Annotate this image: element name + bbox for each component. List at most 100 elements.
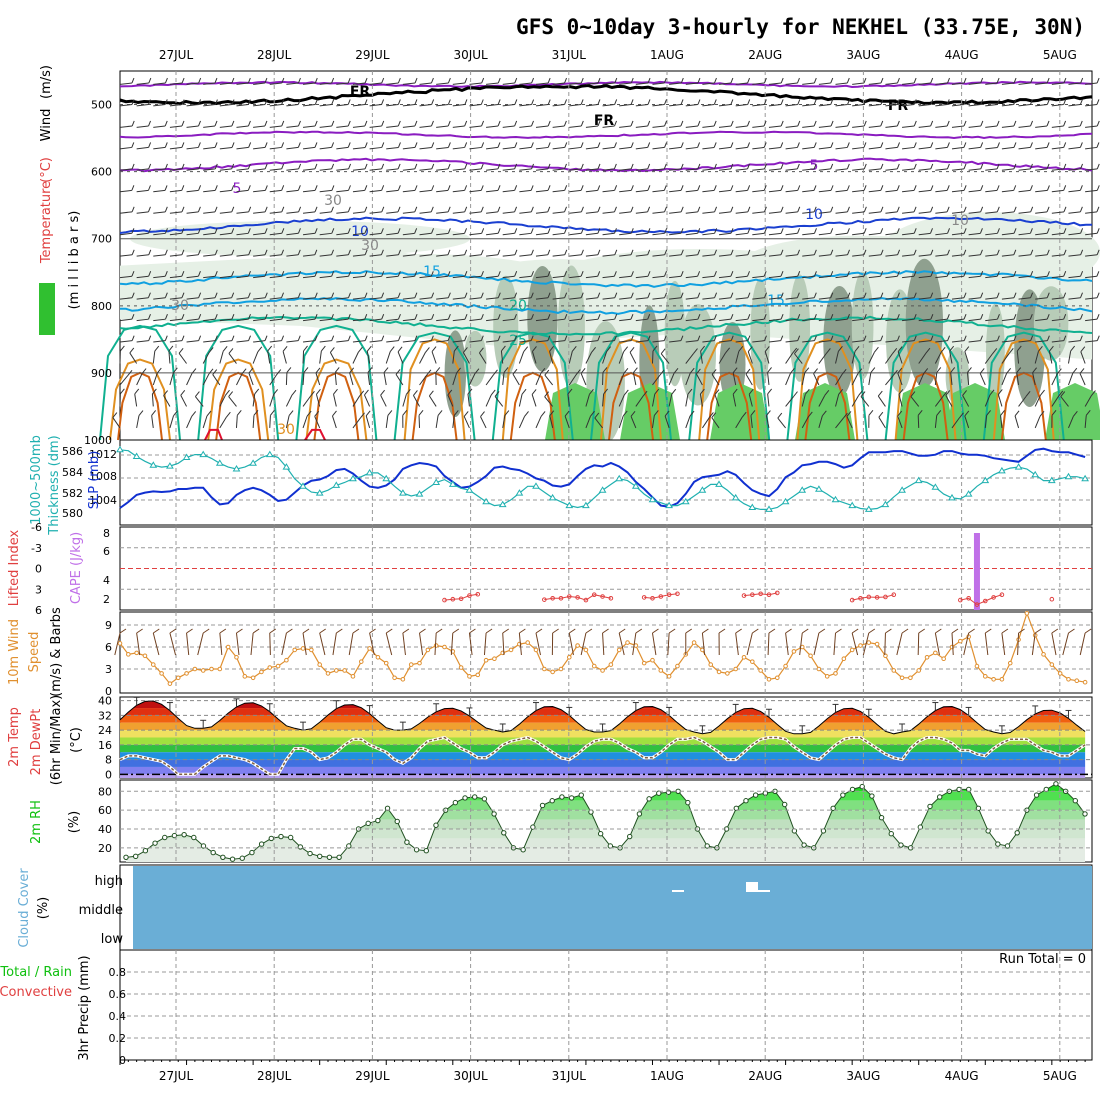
date-label-bottom: 28JUL (257, 1069, 292, 1083)
isotherm-30 (501, 338, 564, 441)
wind-barb-flag (1046, 249, 1050, 255)
wind-barb (664, 415, 670, 429)
wind-speed-marker (658, 668, 664, 673)
wind-speed-marker (725, 671, 730, 676)
wind-barb-flag (383, 367, 389, 373)
ylabel-rh-unit: (%) (67, 811, 82, 834)
wind-barb (569, 82, 582, 85)
wind-barb (868, 254, 882, 257)
surface-wind-barb (136, 632, 141, 656)
wind-barb (136, 297, 149, 300)
wind-barb (569, 318, 582, 322)
wind-barb (302, 189, 316, 193)
wind-barb (711, 417, 720, 429)
wind-barb-flag (547, 99, 551, 105)
wind-barb (868, 104, 882, 107)
wind-barb-flag (1013, 163, 1017, 170)
precip-tick-label: 0.8 (109, 966, 127, 979)
surface-wind-barb-flag (752, 628, 759, 634)
wind-barb (452, 146, 465, 150)
wind-barb (402, 125, 415, 128)
wind-barb (1067, 351, 1072, 364)
wind-barb-flag (725, 347, 731, 354)
wind-barb (1035, 340, 1048, 343)
wind-barb-flag (614, 313, 618, 320)
wind-barb (486, 275, 499, 279)
wind-barb (436, 125, 449, 128)
wind-barb (452, 125, 465, 128)
lifted-index-line (743, 592, 778, 597)
wind-barb-flag (763, 271, 767, 277)
wind-barb-flag (766, 410, 771, 416)
wind-barb (153, 168, 166, 171)
wind-barb (402, 103, 416, 107)
wind-barb (752, 340, 765, 343)
wind-barb-flag (896, 228, 900, 234)
wind-barb-flag (395, 369, 401, 375)
wind-barb (802, 211, 815, 214)
wind-barb-flag (623, 389, 629, 396)
wind-barb (1018, 275, 1031, 279)
date-label-top: 27JUL (159, 48, 194, 62)
wind-barb (1051, 373, 1058, 386)
wind-speed-marker (433, 643, 439, 648)
wind-barb-flag (447, 77, 451, 84)
wind-barb-flag (148, 142, 152, 148)
surface-wind-barb-flag (336, 628, 343, 634)
wind-barb-flag (247, 185, 251, 191)
surface-wind-barb-flag (219, 628, 227, 634)
wind-barb (286, 340, 299, 343)
wind-barb-flag (732, 388, 738, 395)
wind-barb (380, 394, 387, 407)
wind-barb (835, 211, 848, 214)
thickness-marker (149, 461, 158, 468)
wind-barb (718, 189, 731, 193)
wind-barb (768, 82, 782, 85)
wind-barb (552, 211, 565, 214)
surface-wind-barb (518, 632, 522, 656)
wind-barb-flag (590, 410, 595, 417)
wind-barb (652, 297, 665, 300)
rh-shading-dark (557, 265, 585, 389)
wind-barb (701, 417, 710, 429)
wind-speed-marker (982, 674, 988, 679)
wind-barb (367, 372, 371, 386)
wind-barb-flag (222, 346, 228, 352)
rh-tick-label: 80 (98, 785, 112, 798)
wind-barb-flag (359, 390, 365, 397)
wind-speed-marker (841, 656, 847, 662)
wind-barb (997, 394, 1003, 407)
rh-marker (549, 798, 555, 804)
surface-wind-barb (963, 632, 970, 656)
isotherm-25 (982, 331, 1065, 441)
wind-barb-flag (741, 411, 747, 418)
wind-barb-flag (1013, 142, 1017, 148)
wind-barb-flag (264, 120, 268, 127)
wind-barb (486, 82, 499, 85)
wind-barb-flag (580, 120, 584, 127)
wind-barb (898, 394, 903, 407)
wind-barb (985, 103, 998, 107)
wind-barb-flag (281, 99, 285, 105)
wind-barb-flag (364, 142, 368, 148)
wind-barb-flag (980, 335, 983, 341)
wind-barb (801, 416, 809, 429)
wind-barb (910, 396, 920, 407)
wind-barb-flag (747, 314, 751, 320)
wind-barb-flag (797, 77, 800, 84)
contour-label: 10 (805, 207, 823, 223)
wind-barb (619, 82, 632, 85)
wind-barb (169, 340, 183, 343)
wind-barb-flag (1063, 206, 1067, 213)
wind-barb-flag (360, 412, 365, 419)
wind-barb-flag (880, 271, 884, 277)
wind-barb (934, 396, 944, 407)
cloud-cover-fill (133, 866, 1092, 949)
wind-barb (535, 254, 548, 257)
thickness-marker (249, 459, 257, 466)
wind-speed-marker (941, 656, 946, 662)
wind-barb (436, 232, 449, 236)
wind-speed-marker (924, 654, 930, 660)
wind-barb-flag (501, 345, 506, 352)
wind-barb-flag (630, 120, 634, 127)
